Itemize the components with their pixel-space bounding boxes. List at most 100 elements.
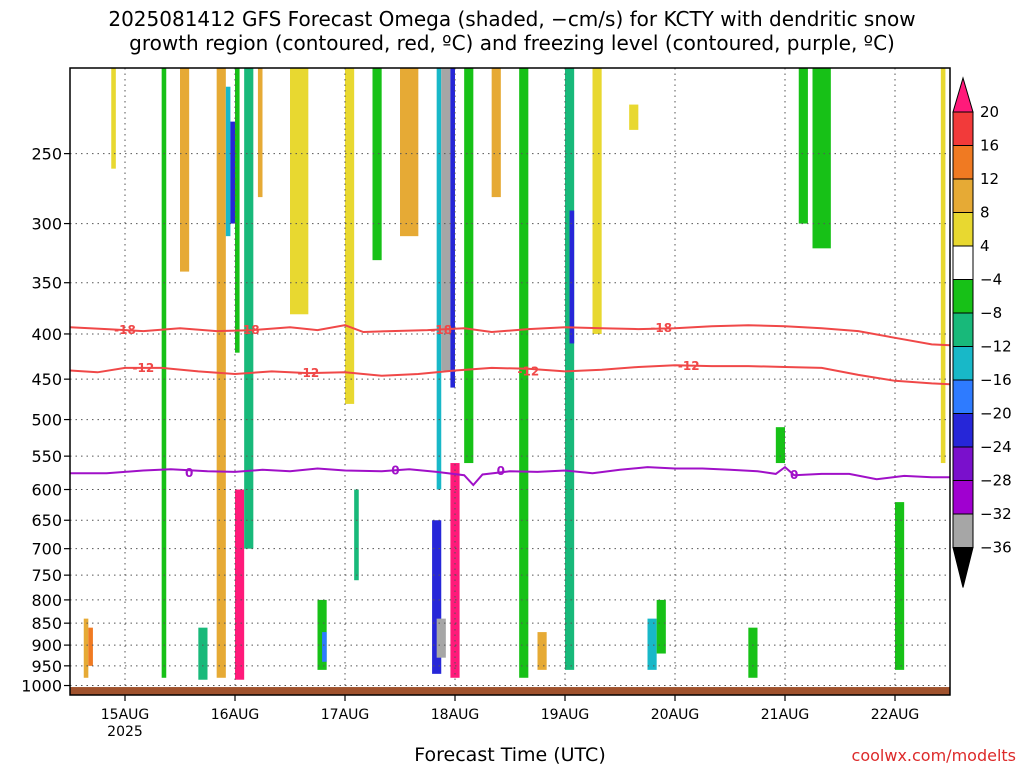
chart-title-line2: growth region (contoured, red, ºC) and f… xyxy=(129,31,895,55)
x-tick-label-22AUG: 22AUG xyxy=(871,707,920,723)
omega-shade-2 xyxy=(111,68,116,169)
omega-shade-5 xyxy=(198,627,208,680)
chart-title-line1: 2025081412 GFS Forecast Omega (shaded, −… xyxy=(108,7,916,31)
colorbar-box-11 xyxy=(952,480,974,515)
x-tick-label-15AUG: 15AUG xyxy=(101,707,150,723)
contour-layer xyxy=(70,324,950,487)
colorbar-box-2 xyxy=(952,178,974,213)
y-tick-label-550: 550 xyxy=(31,447,62,466)
omega-shade-17 xyxy=(354,489,359,581)
surface-band xyxy=(70,687,950,695)
omega-shade-28 xyxy=(519,68,529,678)
omega-shade-18 xyxy=(372,68,382,261)
contour-line--18 xyxy=(70,324,950,347)
omega-shade-16 xyxy=(345,68,355,404)
contour-label-0-2: -18 xyxy=(430,323,452,337)
contour-label-1-0: -12 xyxy=(132,361,154,375)
colorbar: 20 16 12 8 4 −4 −8 −12 −16 −20 −24 −28 −32 −36 xyxy=(952,76,1012,588)
y-tick-label-600: 600 xyxy=(31,481,62,500)
y-axis: 250 300 350 400 450 500 550 600 650 700 750 800 850 9… xyxy=(21,145,70,696)
omega-shade-35 xyxy=(656,599,666,654)
omega-shade-9 xyxy=(235,68,240,353)
colorbar-box-5 xyxy=(952,279,974,314)
colorbar-label-4: 4 xyxy=(980,237,990,255)
contour-line-0 xyxy=(70,465,950,487)
colorbar-label-3: 8 xyxy=(980,204,990,222)
contour-label-2-2: 0 xyxy=(497,464,505,478)
colorbar-label-13: −36 xyxy=(980,539,1012,557)
colorbar-label-7: −12 xyxy=(980,338,1012,356)
colorbar-label-10: −24 xyxy=(980,438,1012,456)
x-tick-label-20AUG: 20AUG xyxy=(651,707,700,723)
x-tick-label-18AUG: 18AUG xyxy=(431,707,480,723)
colorbar-label-0: 20 xyxy=(980,103,999,121)
omega-shade-27 xyxy=(491,68,501,198)
omega-shade-36 xyxy=(748,627,758,678)
colorbar-arrow-top xyxy=(952,76,974,113)
colorbar-label-8: −16 xyxy=(980,371,1012,389)
colorbar-label-2: 12 xyxy=(980,170,999,188)
y-tick-label-450: 450 xyxy=(31,370,62,389)
y-tick-label-300: 300 xyxy=(31,215,62,234)
y-tick-label-350: 350 xyxy=(31,274,62,293)
omega-shade-23 xyxy=(432,520,442,674)
x-tick-label-21AUG: 21AUG xyxy=(761,707,810,723)
omega-shade-8 xyxy=(230,121,235,224)
omega-shade-29 xyxy=(537,632,547,670)
y-tick-label-400: 400 xyxy=(31,325,62,344)
omega-shade-24 xyxy=(436,618,446,658)
credit-link[interactable]: coolwx.com/modelts xyxy=(851,746,1016,765)
omega-shade-10 xyxy=(235,489,245,680)
x-axis: 15AUG 16AUG 17AUG 18AUG 19AUG 20AUG 21AUG 22AUG… xyxy=(101,695,920,740)
colorbar-box-10 xyxy=(952,446,974,481)
omega-shade-40 xyxy=(895,502,905,670)
omega-shade-26 xyxy=(464,68,474,464)
omega-shade-22 xyxy=(450,68,455,388)
colorbar-label-12: −32 xyxy=(980,505,1012,523)
omega-shade-25 xyxy=(450,463,460,678)
omega-shade-1 xyxy=(88,627,93,666)
colorbar-label-11: −28 xyxy=(980,472,1012,490)
contour-label-1-2: -12 xyxy=(517,364,539,378)
colorbar-box-4 xyxy=(952,245,974,280)
omega-shade-20 xyxy=(436,68,442,490)
y-tick-label-950: 950 xyxy=(31,657,62,676)
y-tick-label-500: 500 xyxy=(31,411,62,430)
plot-frame xyxy=(69,67,951,696)
y-tick-label-250: 250 xyxy=(31,145,62,164)
omega-shade-0 xyxy=(83,618,89,678)
contour-labels: -18 -18 -18 -18 -12 -12 -12 -12 0 0 0 0 xyxy=(114,321,798,482)
colorbar-box-1 xyxy=(952,145,974,180)
omega-shade-11 xyxy=(244,68,254,549)
grid-lines xyxy=(70,68,950,695)
omega-shade-32 xyxy=(592,68,602,334)
colorbar-box-6 xyxy=(952,312,974,347)
contour-label-0-1: -18 xyxy=(238,323,260,337)
colorbar-box-3 xyxy=(952,212,974,247)
y-tick-label-800: 800 xyxy=(31,591,62,610)
omega-shade-31 xyxy=(569,210,575,344)
x-tick-label-17AUG: 17AUG xyxy=(321,707,370,723)
contour-label-1-3: -12 xyxy=(678,359,700,373)
contour-line--12 xyxy=(70,364,950,386)
omega-shade-21 xyxy=(441,68,451,371)
contour-label-2-3: 0 xyxy=(790,468,798,482)
omega-shade-19 xyxy=(400,68,419,237)
colorbar-label-5: −4 xyxy=(980,271,1002,289)
contour-label-0-3: -18 xyxy=(650,321,672,335)
omega-shade-37 xyxy=(775,427,785,464)
omega-shade-14 xyxy=(317,599,327,670)
y-tick-label-900: 900 xyxy=(31,636,62,655)
surface-layer xyxy=(70,687,950,695)
omega-shade-41 xyxy=(940,68,946,464)
contour-label-2-0: 0 xyxy=(185,466,193,480)
x-year-label: 2025 xyxy=(107,724,143,740)
colorbar-box-8 xyxy=(952,379,974,414)
omega-shade-33 xyxy=(629,104,639,130)
contour-label-1-1: -12 xyxy=(297,366,319,380)
y-tick-label-750: 750 xyxy=(31,566,62,585)
colorbar-box-0 xyxy=(952,111,974,146)
colorbar-box-12 xyxy=(952,513,974,548)
colorbar-label-6: −8 xyxy=(980,304,1002,322)
